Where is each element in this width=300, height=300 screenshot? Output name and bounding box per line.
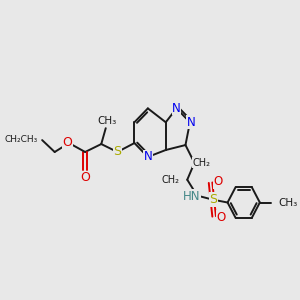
Text: CH₃: CH₃ <box>97 116 116 126</box>
Text: HN: HN <box>183 190 200 203</box>
Text: N: N <box>187 116 195 129</box>
Text: S: S <box>209 193 217 206</box>
Text: S: S <box>113 146 122 158</box>
Text: O: O <box>217 211 226 224</box>
Text: N: N <box>143 150 152 164</box>
Text: O: O <box>213 175 222 188</box>
Text: CH₃: CH₃ <box>279 197 298 208</box>
Text: O: O <box>80 171 90 184</box>
Text: CH₂: CH₂ <box>193 158 211 168</box>
Text: CH₂CH₃: CH₂CH₃ <box>4 135 38 144</box>
Text: N: N <box>172 102 181 115</box>
Text: O: O <box>62 136 72 148</box>
Text: CH₂: CH₂ <box>161 175 179 185</box>
